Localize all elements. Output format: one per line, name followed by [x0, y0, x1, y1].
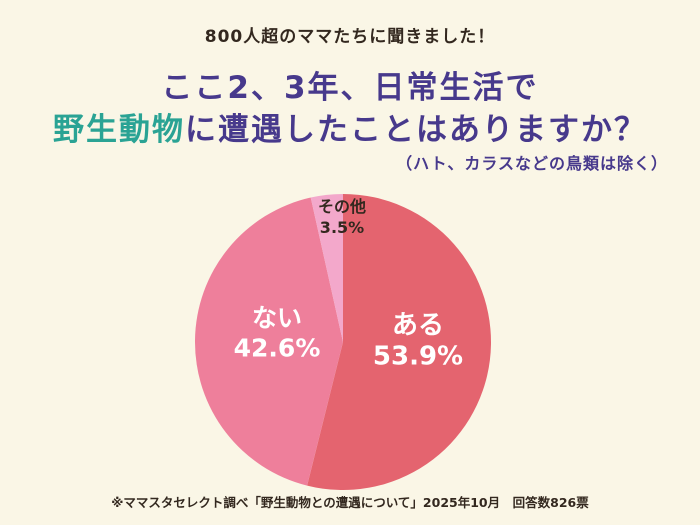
- pie-slice-aru: [307, 194, 491, 490]
- slice-pct-sonota: 3.5%: [319, 218, 365, 237]
- page-title-line2-rest: に遭遇したことはありますか？: [185, 112, 647, 148]
- slice-label-aru: ある 53.9%: [373, 310, 463, 371]
- slice-pct-nai: 42.6%: [233, 333, 321, 362]
- page-title-line2: 野生動物に遭遇したことはありますか？: [0, 104, 700, 149]
- source-footnote: ※ママスタセレクト調べ「野生動物との遭遇について」2025年10月 回答数826…: [111, 495, 589, 510]
- pie-slice-nai: [194, 197, 343, 486]
- slice-label-nai: ない 42.6%: [234, 304, 321, 363]
- pie-slice-sonota: [310, 194, 343, 342]
- page-title-line1: ここ2、3年、日常生活で: [161, 70, 539, 106]
- slice-name-sonota: その他: [317, 197, 367, 217]
- title-note: （ハト、カラスなどの鳥類は除く）: [396, 154, 668, 173]
- slice-name-aru: ある: [391, 310, 445, 341]
- kicker-text: 800人超のママたちに聞きました！: [204, 27, 496, 47]
- slice-pct-aru: 53.9%: [372, 341, 464, 371]
- slice-name-nai: ない: [251, 303, 303, 333]
- slice-label-sonota: その他 3.5%: [318, 197, 366, 239]
- page-title-highlight: 野生動物: [53, 112, 185, 148]
